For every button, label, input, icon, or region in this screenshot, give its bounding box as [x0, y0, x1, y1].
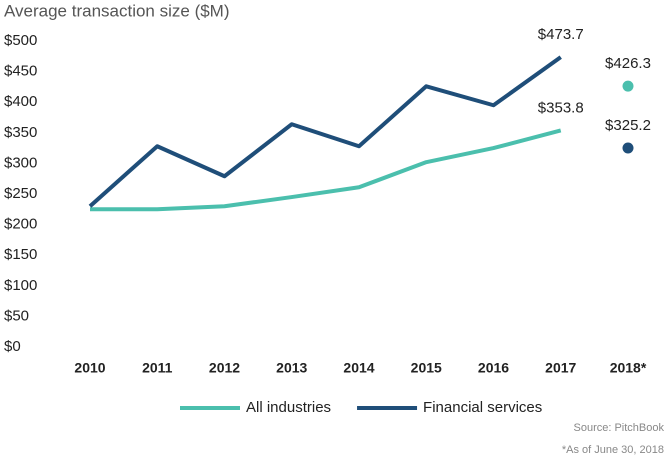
- line: [88, 55, 562, 208]
- chart-title: Average transaction size ($M): [4, 1, 230, 20]
- y-tick-label: $250: [4, 185, 37, 202]
- y-tick-label: $500: [4, 32, 37, 49]
- legend-label: All industries: [246, 399, 331, 416]
- y-tick-label: $150: [4, 246, 37, 263]
- x-tick-label: 2013: [276, 360, 307, 376]
- legend-label: Financial services: [423, 399, 542, 416]
- x-tick-label: 2015: [411, 360, 442, 376]
- data-label: $325.2: [605, 117, 651, 134]
- point: [622, 142, 634, 154]
- y-tick-label: $100: [4, 277, 37, 294]
- x-tick-label: 2016: [478, 360, 509, 376]
- y-tick-label: $400: [4, 93, 37, 110]
- y-tick-label: $350: [4, 124, 37, 141]
- source: Source: PitchBook: [574, 422, 665, 434]
- x-tick-label: 2018*: [610, 360, 647, 376]
- data-label: $353.8: [538, 99, 584, 116]
- x-tick-label: 2014: [343, 360, 374, 376]
- y-tick-label: $450: [4, 63, 37, 80]
- x-tick-label: 2011: [142, 360, 173, 376]
- line: [90, 128, 562, 212]
- y-tick-label: $300: [4, 154, 37, 171]
- x-tick-label: 2012: [209, 360, 240, 376]
- data-label: $473.7: [538, 26, 584, 43]
- note: *As of June 30, 2018: [562, 444, 664, 456]
- point: [622, 80, 634, 92]
- y-tick-label: $50: [4, 307, 29, 324]
- data-label: $426.3: [605, 55, 651, 72]
- y-tick-label: $0: [4, 338, 21, 355]
- x-tick-label: 2010: [74, 360, 105, 376]
- x-tick-label: 2017: [545, 360, 576, 376]
- y-tick-label: $200: [4, 216, 37, 233]
